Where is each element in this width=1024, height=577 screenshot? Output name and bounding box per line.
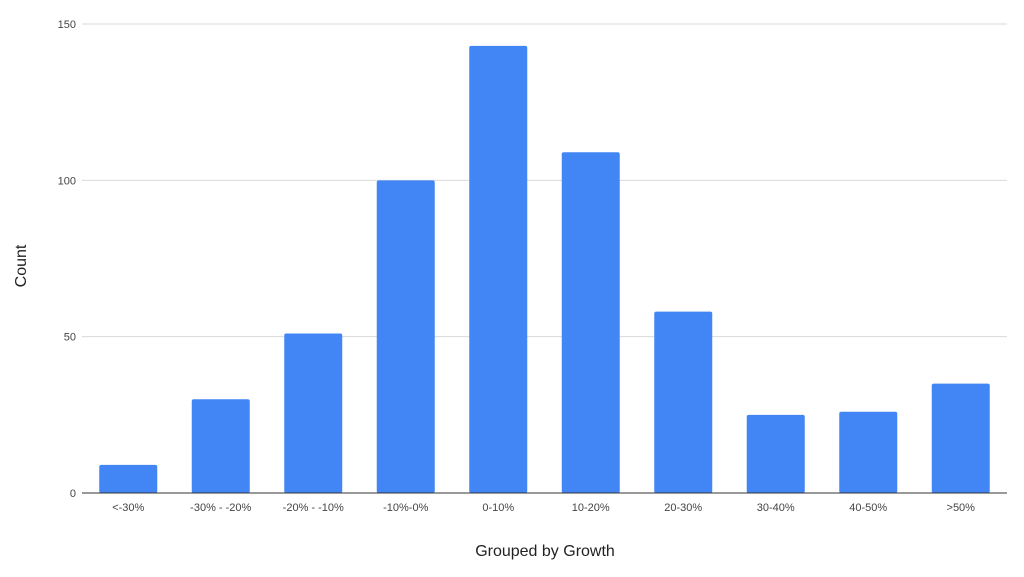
y-tick-label: 150 xyxy=(58,19,76,31)
x-tick-label: 30-40% xyxy=(757,502,795,514)
y-tick-label: 0 xyxy=(70,488,76,500)
y-tick-labels: 0 50 100 150 xyxy=(58,19,76,500)
y-axis-title: Count xyxy=(13,244,30,287)
x-axis-title: Grouped by Growth xyxy=(475,543,615,560)
x-tick-label: -30% - -20% xyxy=(190,502,251,514)
x-tick-label: 0-10% xyxy=(482,502,514,514)
x-tick-label: >50% xyxy=(947,502,976,514)
y-tick-label: 50 xyxy=(64,332,76,344)
bar xyxy=(99,464,158,493)
x-tick-label: 40-50% xyxy=(849,502,887,514)
x-tick-label: 20-30% xyxy=(664,502,702,514)
bar xyxy=(746,414,805,493)
bar xyxy=(469,45,528,494)
bar xyxy=(561,152,620,493)
gridlines xyxy=(82,23,1007,338)
bar xyxy=(839,411,898,493)
bar xyxy=(931,383,990,493)
x-tick-label: <-30% xyxy=(112,502,144,514)
y-tick-label: 100 xyxy=(58,175,76,187)
bar xyxy=(376,180,435,494)
bar xyxy=(654,311,713,493)
x-tick-labels: <-30% -30% - -20% -20% - -10% -10%-0% 0-10% 1… xyxy=(112,502,975,514)
bars-group xyxy=(99,45,990,494)
bar xyxy=(191,399,250,493)
bar xyxy=(284,333,343,493)
x-tick-label: -10%-0% xyxy=(383,502,428,514)
x-tick-label: -20% - -10% xyxy=(283,502,344,514)
x-tick-label: 10-20% xyxy=(572,502,610,514)
